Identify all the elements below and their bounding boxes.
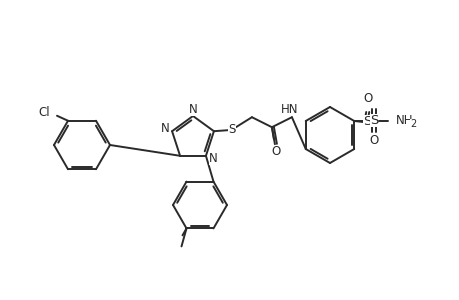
Text: N: N [160,122,169,135]
Text: N: N [188,103,197,116]
Text: 2: 2 [409,119,415,129]
Text: HN: HN [280,103,298,116]
Text: S: S [362,115,370,128]
Text: NH: NH [395,113,413,127]
Text: S: S [369,113,378,127]
Text: Cl: Cl [38,106,50,119]
Text: O: O [369,134,378,146]
Text: O: O [271,145,280,158]
Text: N: N [208,152,217,165]
Text: S: S [228,123,235,136]
Text: O: O [363,92,372,105]
